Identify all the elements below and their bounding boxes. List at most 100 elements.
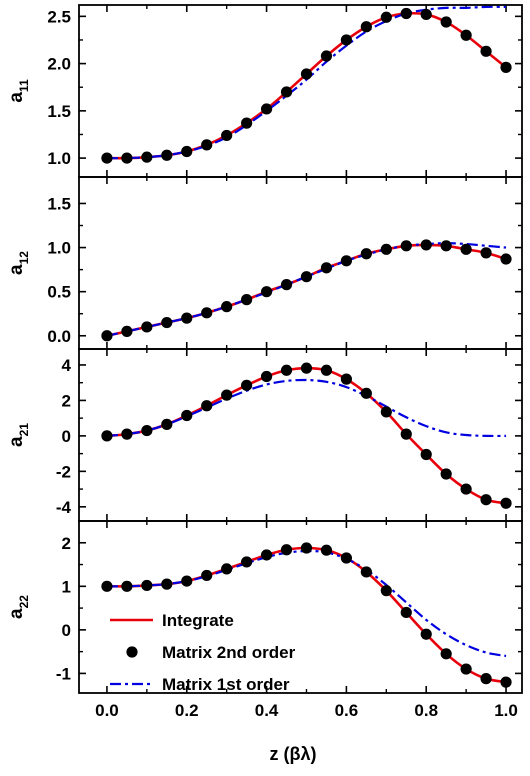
y-tick-label: -4	[56, 498, 72, 517]
series-second-order-point	[260, 549, 273, 561]
y-tick-label: 0.0	[47, 327, 71, 346]
y-axis-label: a22	[6, 595, 31, 619]
x-tick-label: 0.6	[335, 701, 359, 720]
series-second-order-point	[101, 580, 113, 592]
series-second-order-point	[121, 580, 133, 592]
series-second-order-point	[161, 149, 173, 161]
series-second-order-point	[420, 239, 432, 251]
legend-label: Integrate	[162, 611, 234, 630]
series-second-order-point	[300, 362, 313, 374]
series-second-order-point	[360, 566, 372, 578]
series-second-order-point	[480, 673, 492, 685]
series-second-order-point	[280, 544, 293, 556]
series-second-order-point	[121, 152, 133, 164]
series-second-order-point	[161, 578, 173, 590]
series-second-order-point	[400, 428, 412, 440]
series-second-order-point	[460, 243, 472, 255]
y-axis-label-subscript: 12	[17, 251, 31, 265]
series-second-order-point	[101, 330, 113, 342]
series-second-order-point	[480, 45, 492, 57]
y-tick-label: -2	[56, 462, 71, 481]
legend-second-order-swatch	[126, 646, 138, 658]
series-second-order-point	[181, 409, 193, 422]
series-second-order-point	[460, 483, 472, 495]
series-second-order-point	[300, 68, 313, 80]
series-second-order-point	[280, 86, 293, 98]
series-second-order-point	[201, 569, 213, 582]
y-axis-label: a11	[6, 79, 31, 103]
series-second-order-point	[380, 585, 392, 597]
y-tick-label: 0	[62, 427, 71, 446]
y-tick-label: 2.0	[47, 55, 71, 74]
panels: 1.01.52.02.5a110.00.51.01.5a12-4-2024a21…	[6, 4, 523, 694]
series-second-order-point	[380, 406, 392, 418]
series-second-order-point	[241, 379, 253, 391]
y-axis-label: a21	[6, 423, 31, 447]
series-second-order-point	[241, 117, 253, 129]
x-axis-label: z (βλ)	[270, 744, 317, 764]
series-integrate-line	[106, 11, 507, 160]
panel-a21: -4 -2 0 2 4 a21	[6, 348, 523, 522]
series-second-order-point	[500, 676, 512, 688]
series-second-order-point	[340, 255, 352, 267]
series-second-order-point	[320, 364, 333, 376]
series-second-order-point	[201, 307, 213, 319]
series-second-order-point	[400, 606, 412, 619]
series-second-order-point	[420, 8, 432, 21]
series-second-order-point	[380, 11, 392, 23]
y-tick-label: 2	[62, 391, 71, 410]
series-second-order-point	[181, 575, 193, 587]
series-second-order-point	[280, 364, 293, 376]
panel-a22: -1 0 1 2 a22	[6, 520, 523, 694]
panel-a11: 1.0 1.5 2.0 2.5 a11	[6, 4, 523, 178]
series-second-order-point	[340, 552, 352, 564]
series-second-order-point	[260, 370, 273, 383]
panel-frame	[78, 4, 523, 178]
series-second-order-point	[480, 247, 492, 259]
y-tick-label: 1.5	[47, 194, 71, 213]
series-second-order-point	[201, 400, 213, 412]
series-first-order-line	[106, 378, 507, 438]
series-second-order-point	[121, 428, 133, 440]
x-tick-label: 1.0	[494, 701, 518, 720]
series-second-order-point	[320, 544, 333, 556]
series-second-order-point	[440, 648, 452, 660]
series-second-order-point	[460, 29, 472, 41]
plot-area	[101, 362, 512, 509]
x-axis: 0.0 0.2 0.4 0.6 0.8 1.0	[95, 701, 518, 720]
panel-a12: 0.0 0.5 1.0 1.5 a12	[6, 176, 523, 350]
series-second-order-point	[161, 316, 173, 329]
series-second-order-point	[320, 262, 333, 274]
series-second-order-point	[440, 468, 452, 480]
series-second-order-point	[141, 321, 153, 333]
series-second-order-point	[141, 151, 153, 163]
plot-area	[101, 542, 512, 688]
x-tick-label: 0.2	[175, 701, 199, 720]
y-tick-label: 0.5	[47, 283, 71, 302]
series-second-order-point	[500, 253, 512, 265]
series-second-order-point	[181, 312, 193, 324]
legend-label: Matrix 2nd order	[162, 643, 296, 662]
y-axis-label-subscript: 22	[17, 595, 31, 609]
y-tick-label: 2	[62, 534, 71, 553]
series-second-order-point	[181, 145, 193, 158]
series-second-order-point	[440, 16, 452, 28]
series-second-order-point	[340, 373, 352, 385]
series-second-order-point	[420, 448, 432, 461]
series-second-order-point	[400, 7, 412, 20]
y-tick-label: 1.5	[47, 102, 71, 121]
series-second-order-point	[201, 139, 213, 151]
series-second-order-point	[300, 542, 313, 554]
y-tick-label: -1	[56, 664, 71, 683]
series-second-order-point	[101, 430, 113, 442]
series-second-order-point	[101, 152, 113, 164]
series-second-order-point	[300, 271, 313, 283]
series-second-order-point	[400, 240, 412, 252]
y-axis-label-main: a	[6, 264, 27, 275]
series-second-order-point	[260, 103, 273, 115]
series-second-order-point	[260, 286, 273, 298]
legend: Integrate Matrix 2nd order Matrix 1st orde…	[110, 611, 296, 694]
y-tick-label: 4	[62, 356, 72, 375]
series-second-order-point	[221, 129, 233, 142]
